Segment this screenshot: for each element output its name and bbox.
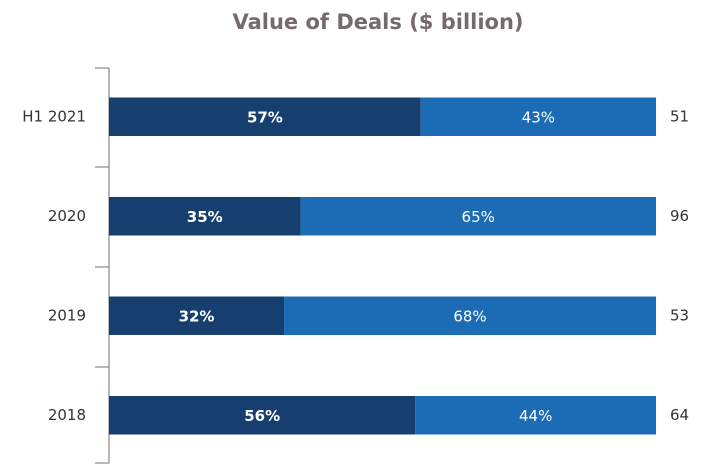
data-label: 57% (247, 108, 283, 126)
data-label: 32% (179, 307, 215, 325)
data-label: 35% (187, 208, 223, 226)
data-label: 56% (244, 407, 280, 425)
total-label: 64 (670, 406, 689, 424)
bar-segment (109, 197, 301, 236)
axis (95, 67, 110, 464)
bar-segment (415, 396, 656, 435)
category-label: H1 2021 (22, 107, 86, 125)
data-label: 65% (462, 208, 495, 226)
bar-segment (284, 296, 656, 335)
category-label: 2018 (48, 406, 86, 424)
total-label: 51 (670, 107, 689, 125)
category-label: 2020 (48, 207, 86, 225)
total-label: 96 (670, 207, 689, 225)
data-label: 43% (522, 108, 555, 126)
total-label: 53 (670, 306, 689, 324)
category-label: 2019 (48, 306, 86, 324)
chart-title: Value of Deals ($ billion) (232, 10, 523, 34)
bar-segment (109, 296, 285, 335)
bar-segment (420, 97, 656, 136)
bar-segment (300, 197, 656, 236)
data-label: 44% (519, 407, 552, 425)
bar-segment (109, 396, 416, 435)
data-label: 68% (453, 307, 486, 325)
bar-segment (109, 97, 421, 136)
